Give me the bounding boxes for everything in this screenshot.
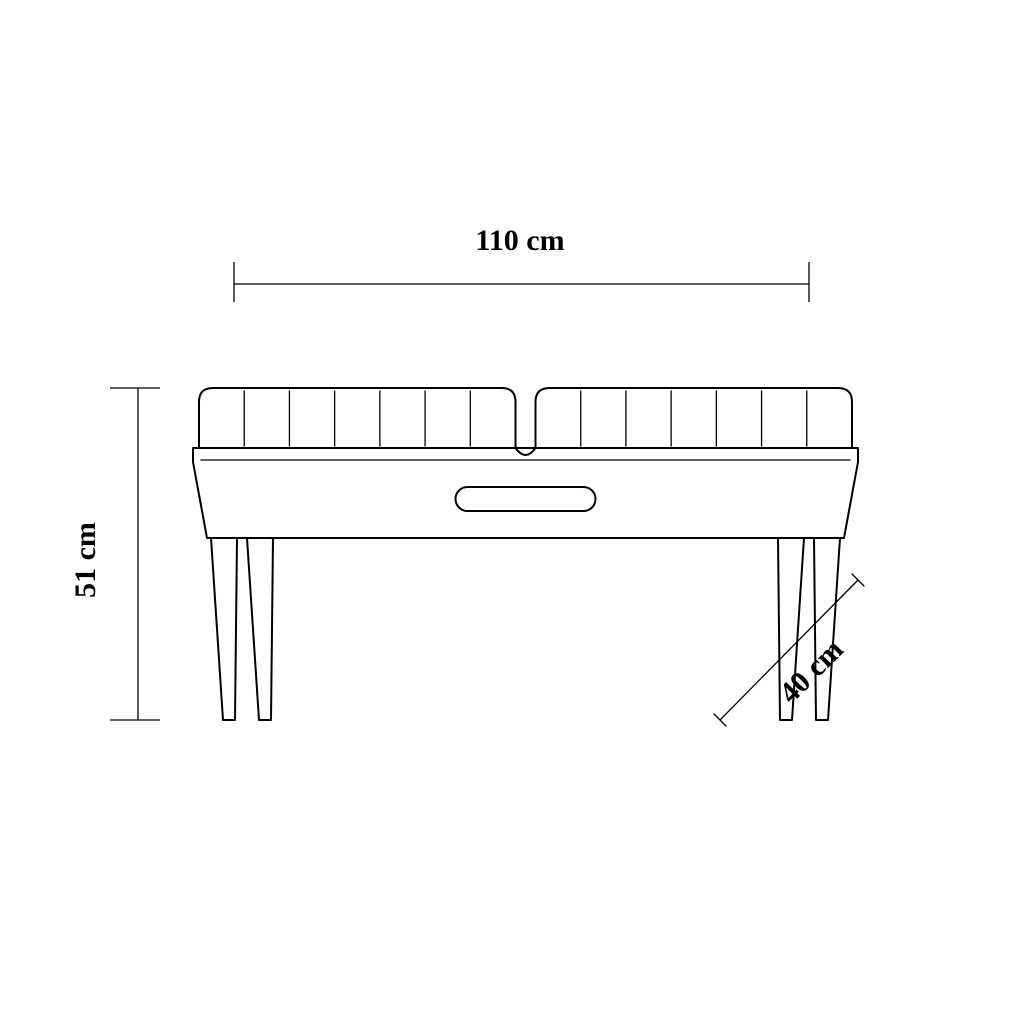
cushion-outline: [536, 388, 853, 448]
hinge-notch: [516, 448, 536, 455]
bench-drawing: [193, 388, 858, 720]
bench-leg: [814, 538, 840, 720]
dim-label-width: 110 cm: [475, 224, 564, 257]
bench-leg: [211, 538, 237, 720]
dim-label-depth: 40 cm: [773, 633, 850, 710]
cushion-outline: [199, 388, 516, 448]
bench-leg: [247, 538, 273, 720]
bench-body: [193, 448, 858, 538]
handle-cutout: [456, 487, 596, 511]
dim-label-height: 51 cm: [69, 522, 102, 598]
